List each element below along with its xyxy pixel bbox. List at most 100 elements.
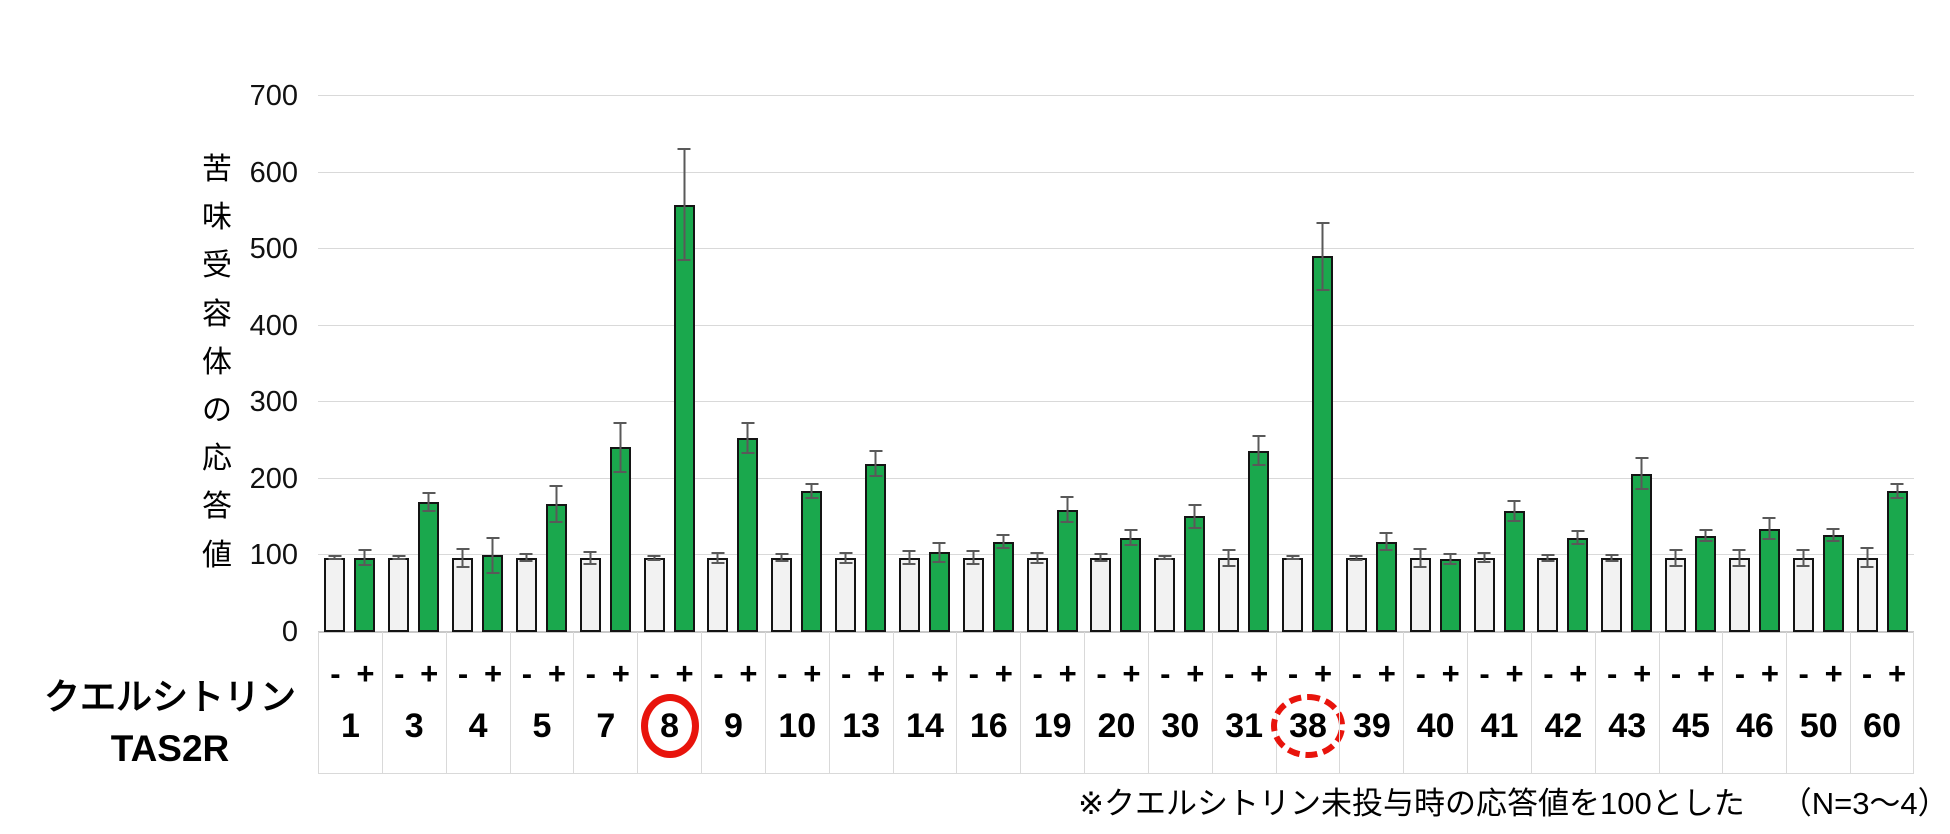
error-bar — [805, 483, 819, 499]
error-bar — [392, 555, 406, 561]
category-cell: - +46 — [1722, 632, 1786, 773]
error-bar — [1158, 555, 1172, 561]
bar-minus — [643, 557, 665, 632]
treatment-signs: - + — [830, 656, 893, 692]
plus-sign: + — [930, 656, 949, 691]
plus-sign: + — [1186, 656, 1205, 691]
bar-plus-wrap — [1248, 96, 1270, 632]
receptor-number-wrap: 50 — [1787, 706, 1850, 746]
bar-plus-wrap — [482, 96, 504, 632]
receptor-number: 19 — [1033, 707, 1072, 745]
error-bar — [1477, 552, 1491, 564]
bar-minus — [771, 557, 793, 632]
receptor-number: 16 — [969, 707, 1008, 745]
treatment-signs: - + — [574, 656, 637, 692]
bar-minus-wrap — [835, 96, 857, 632]
category-axis-band: - +1- +3- +4- +5- +7- +8- +9- +10- +13- +14- +16- +1… — [318, 632, 1914, 774]
category-cell: - +31 — [1211, 632, 1276, 773]
category-cell: - +60 — [1850, 632, 1914, 773]
bar-plus — [928, 552, 950, 632]
bar-plus-wrap — [1567, 96, 1589, 632]
receptor-number: 31 — [1225, 707, 1264, 745]
plus-sign: + — [1760, 656, 1779, 691]
bar-group — [382, 96, 446, 632]
y-tick-label: 300 — [249, 386, 298, 419]
bar-plus-wrap — [1886, 96, 1908, 632]
receptor-number-wrap: 5 — [511, 706, 574, 746]
error-bar — [549, 485, 563, 524]
treatment-signs: - + — [1340, 656, 1403, 692]
category-cell: - +10 — [764, 632, 829, 773]
y-axis-title-char: 味 — [202, 201, 232, 235]
category-cell: - +1 — [318, 632, 382, 773]
bar-minus-wrap — [643, 96, 665, 632]
category-cell: - +14 — [892, 632, 957, 773]
bar-plus — [1375, 541, 1397, 632]
bar-minus-wrap — [1856, 96, 1878, 632]
bar-minus — [1026, 557, 1048, 632]
plot-area — [318, 95, 1914, 633]
error-bar — [966, 550, 980, 566]
error-bar — [328, 555, 342, 561]
y-tick-label: 600 — [249, 156, 298, 189]
bar-minus — [452, 557, 474, 632]
minus-sign: - — [1734, 656, 1746, 691]
receptor-number-wrap: 3 — [383, 706, 446, 746]
bar-group — [1531, 96, 1595, 632]
receptor-number-wrap: 46 — [1723, 706, 1786, 746]
receptor-number-wrap: 30 — [1149, 706, 1212, 746]
bar-group — [1020, 96, 1084, 632]
error-bar — [839, 551, 853, 564]
error-bar — [456, 547, 470, 568]
treatment-signs: - + — [1468, 656, 1531, 692]
bar-plus — [992, 541, 1014, 632]
bar-minus-wrap — [388, 96, 410, 632]
error-bar — [677, 148, 691, 262]
bar-group — [1786, 96, 1850, 632]
error-bar — [1252, 435, 1266, 466]
bar-plus — [1822, 534, 1844, 632]
minus-sign: - — [713, 656, 724, 691]
bar-minus-wrap — [1728, 96, 1750, 632]
error-bar — [358, 549, 372, 567]
bar-minus — [1282, 557, 1303, 632]
sample-size-note: （N=3～4） — [1780, 786, 1949, 821]
treatment-signs: - + — [1021, 656, 1084, 692]
bar-minus — [1601, 557, 1623, 632]
bar-plus — [1567, 537, 1589, 632]
bar-plus — [1439, 559, 1461, 632]
error-bar — [902, 550, 916, 566]
receptor-number: 42 — [1544, 707, 1583, 745]
plus-sign: + — [994, 656, 1013, 691]
bar-minus-wrap — [1792, 96, 1814, 632]
receptor-number: 39 — [1352, 707, 1391, 745]
error-bar — [1635, 457, 1649, 490]
error-bar — [1316, 221, 1329, 291]
plus-sign: + — [1569, 656, 1588, 691]
receptor-number: 38 — [1289, 707, 1327, 745]
plus-sign: + — [1633, 656, 1652, 691]
bar-minus — [1345, 557, 1367, 632]
minus-sign: - — [1287, 656, 1299, 691]
plus-sign: + — [1888, 656, 1907, 691]
bar-minus-wrap — [1282, 96, 1303, 632]
category-cell: - +42 — [1530, 632, 1595, 773]
minus-sign: - — [1670, 656, 1682, 691]
bar-minus — [1792, 557, 1814, 632]
error-bar — [711, 551, 725, 564]
bar-plus-wrap — [928, 96, 950, 632]
bar-minus-wrap — [1473, 96, 1495, 632]
category-cell: - +45 — [1658, 632, 1723, 773]
receptor-number-wrap: 9 — [702, 706, 765, 746]
category-cell: - +3 — [381, 632, 446, 773]
bar-minus — [1728, 557, 1750, 632]
receptor-number-wrap: 7 — [574, 706, 637, 746]
bar-minus-wrap — [898, 96, 920, 632]
error-bar — [519, 553, 533, 563]
treatment-signs: - + — [1787, 656, 1850, 692]
bar-minus — [1473, 557, 1495, 632]
category-cell: - +16 — [956, 632, 1020, 773]
error-bar — [1060, 495, 1074, 524]
category-cell: - +41 — [1467, 632, 1531, 773]
bar-plus-wrap — [865, 96, 887, 632]
